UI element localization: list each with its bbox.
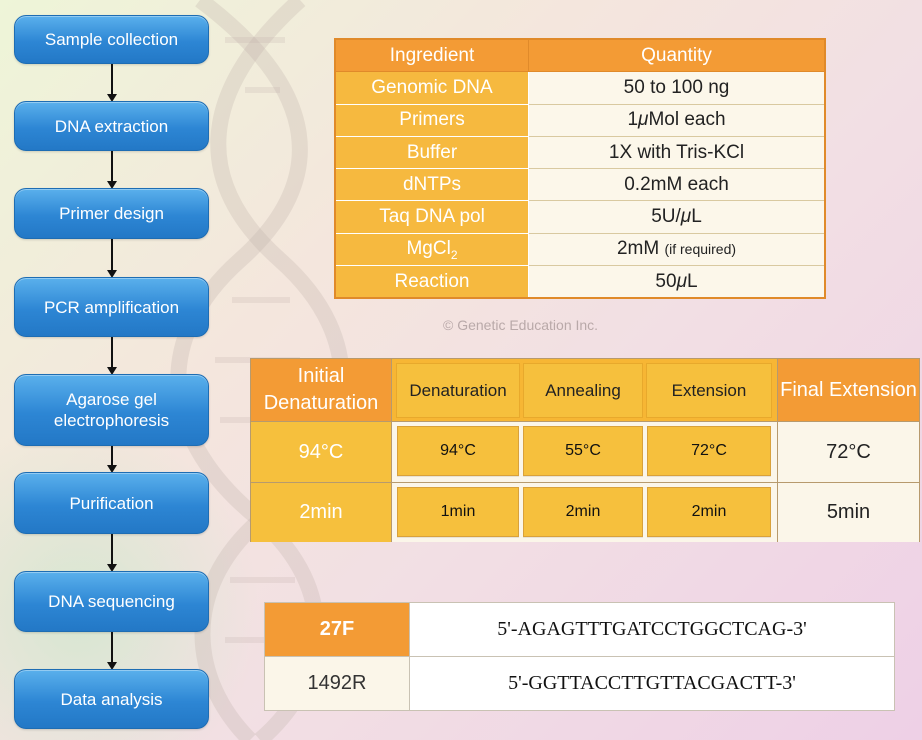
- flow-arrow: [107, 64, 117, 102]
- quantity-note: (if required): [664, 241, 737, 258]
- ingredient-name: Primers: [334, 103, 529, 137]
- quantity-value: 2mM: [616, 238, 660, 260]
- ingredient-quantity: 1X with Tris-KCl: [528, 135, 826, 170]
- quantity-unit: L: [691, 206, 702, 228]
- pcr-program-table: Initial Denaturation Denaturation Anneal…: [250, 358, 920, 542]
- micro-symbol: μ: [676, 270, 687, 292]
- table-row: Taq DNA pol 5U/μL: [334, 200, 826, 234]
- step-dna-sequencing: DNA sequencing: [14, 571, 209, 632]
- ingredient-name: MgCl2: [334, 232, 529, 267]
- quantity-unit: Mol each: [648, 109, 726, 131]
- table-row: dNTPs 0.2mM each: [334, 168, 826, 202]
- step-data-analysis: Data analysis: [14, 669, 209, 729]
- ingredient-quantity: 50μL: [528, 265, 826, 299]
- formula-base: MgCl: [406, 237, 451, 259]
- quantity-number: 50: [655, 270, 677, 292]
- ingredient-name: Taq DNA pol: [334, 200, 529, 234]
- ingredient-name: Buffer: [334, 135, 529, 170]
- table-header-row: Ingredient Quantity: [334, 38, 826, 73]
- final-extension-temperature: 72°C: [777, 421, 919, 482]
- table-row: Genomic DNA 50 to 100 ng: [334, 71, 826, 105]
- ingredient-quantity: 1μMol each: [528, 103, 826, 137]
- flow-arrow: [107, 151, 117, 189]
- quantity-number: 1: [627, 109, 639, 131]
- ingredient-quantity: 2mM (if required): [528, 232, 826, 267]
- step-primer-design: Primer design: [14, 188, 209, 239]
- primer-sequence: 5'-AGAGTTTGATCCTGGCTCAG-3': [409, 602, 895, 657]
- header-final-extension: Final Extension: [777, 359, 919, 421]
- column-header-quantity: Quantity: [528, 38, 826, 73]
- flow-arrow: [107, 239, 117, 278]
- flow-arrow: [107, 337, 117, 375]
- step-purification: Purification: [14, 472, 209, 534]
- header-denaturation: Denaturation: [396, 363, 520, 418]
- annealing-temperature: 55°C: [523, 426, 643, 476]
- extension-temperature: 72°C: [647, 426, 771, 476]
- denaturation-time: 1min: [397, 487, 519, 537]
- ingredient-name: Reaction: [334, 265, 529, 299]
- flow-arrow: [107, 632, 117, 670]
- formula-subscript: 2: [450, 247, 458, 262]
- quantity-unit: L: [686, 270, 698, 292]
- ingredient-quantity: 0.2mM each: [528, 168, 826, 202]
- initial-denaturation-time: 2min: [251, 482, 392, 542]
- table-row: MgCl2 2mM (if required): [334, 232, 826, 267]
- copyright-watermark: © Genetic Education Inc.: [443, 317, 599, 333]
- step-agarose-gel-electrophoresis: Agarose gel electrophoresis: [14, 374, 209, 446]
- primer-name: 27F: [264, 602, 410, 657]
- ingredient-quantity: 50 to 100 ng: [528, 71, 826, 105]
- table-row: Primers 1μMol each: [334, 103, 826, 137]
- extension-time: 2min: [647, 487, 771, 537]
- primer-sequence: 5'-GGTTACCTTGTTACGACTT-3': [409, 656, 895, 711]
- micro-symbol: μ: [638, 109, 649, 131]
- table-row: Buffer 1X with Tris-KCl: [334, 135, 826, 170]
- primer-name: 1492R: [264, 656, 410, 711]
- header-annealing: Annealing: [523, 363, 643, 418]
- denaturation-temperature: 94°C: [397, 426, 519, 476]
- flow-arrow: [107, 446, 117, 473]
- ingredient-quantity: 5U/μL: [528, 200, 826, 234]
- ingredient-name: Genomic DNA: [334, 71, 529, 105]
- step-dna-extraction: DNA extraction: [14, 101, 209, 151]
- column-header-ingredient: Ingredient: [334, 38, 529, 73]
- ingredient-name: dNTPs: [334, 168, 529, 202]
- annealing-time: 2min: [523, 487, 643, 537]
- initial-denaturation-temperature: 94°C: [251, 421, 392, 482]
- table-row: Reaction 50μL: [334, 265, 826, 299]
- flow-arrow: [107, 534, 117, 572]
- table-row: 27F 5'-AGAGTTTGATCCTGGCTCAG-3': [264, 602, 895, 657]
- step-sample-collection: Sample collection: [14, 15, 209, 64]
- step-pcr-amplification: PCR amplification: [14, 277, 209, 337]
- header-extension: Extension: [646, 363, 772, 418]
- pcr-ingredients-table: Ingredient Quantity Genomic DNA 50 to 10…: [334, 38, 826, 300]
- micro-symbol: μ: [680, 206, 692, 228]
- final-extension-time: 5min: [777, 482, 919, 542]
- quantity-number: 5U/: [651, 206, 681, 228]
- primer-sequence-table: 27F 5'-AGAGTTTGATCCTGGCTCAG-3' 1492R 5'-…: [264, 602, 895, 711]
- header-initial-denaturation: Initial Denaturation: [251, 359, 392, 421]
- table-row: 1492R 5'-GGTTACCTTGTTACGACTT-3': [264, 656, 895, 711]
